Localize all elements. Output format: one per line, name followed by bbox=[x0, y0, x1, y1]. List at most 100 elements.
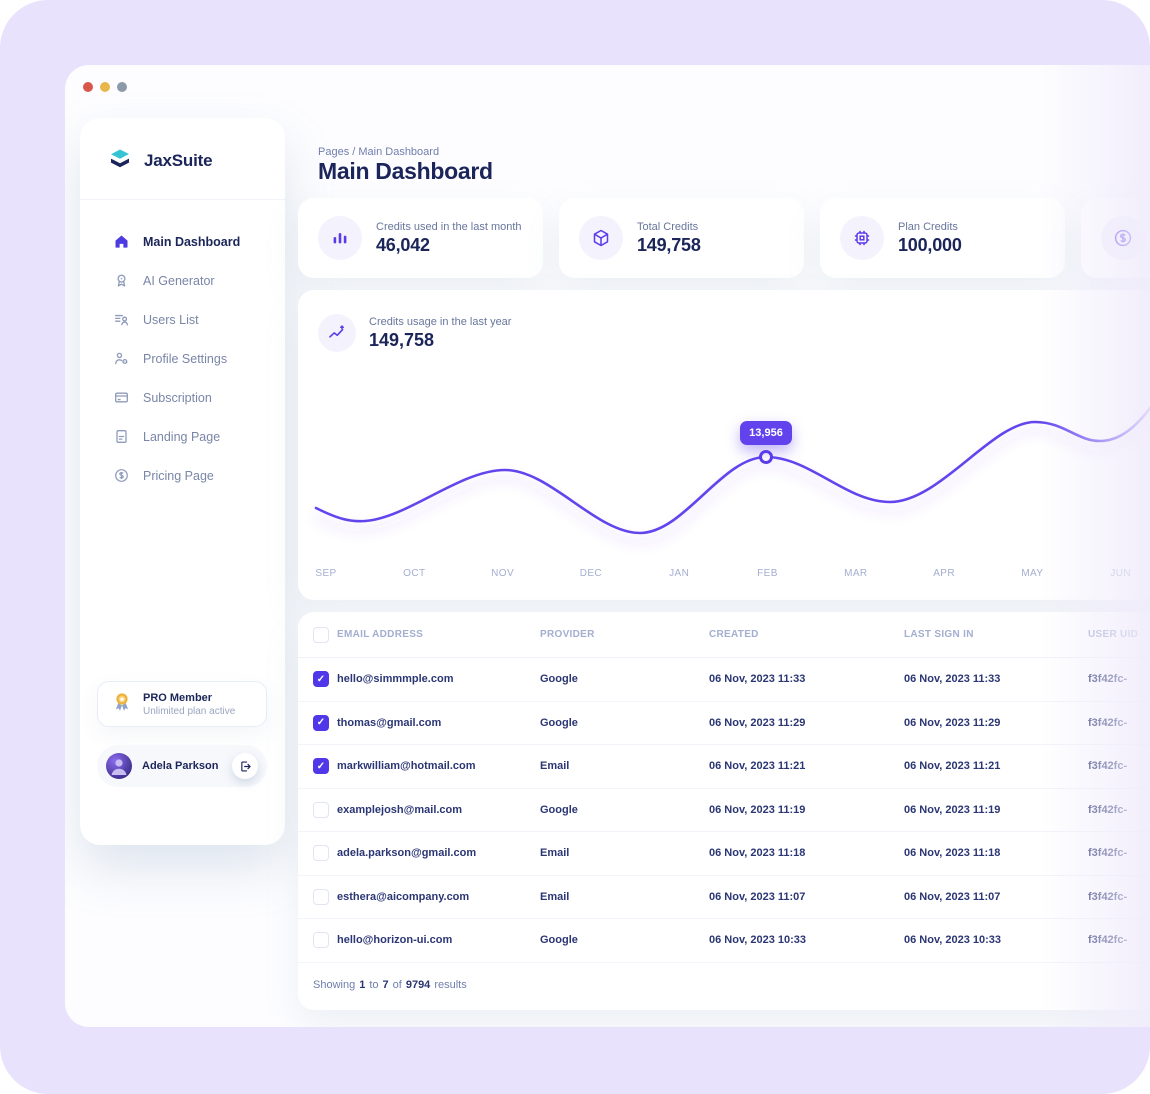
chart-total-value: 149,758 bbox=[369, 329, 435, 350]
chart-highlight-point bbox=[759, 450, 773, 464]
subscription-card-icon bbox=[113, 390, 129, 406]
cell-last-sign-in: 06 Nov, 2023 11:19 bbox=[904, 803, 1001, 816]
table-row[interactable]: markwilliam@hotmail.com Email 06 Nov, 20… bbox=[298, 745, 1150, 789]
trend-icon bbox=[318, 314, 356, 352]
sidebar-nav-item[interactable]: Pricing Page bbox=[80, 456, 285, 495]
dollar-circle-icon bbox=[1101, 216, 1145, 260]
month-tick-label: DEC bbox=[579, 568, 603, 579]
stat-label: Total Credits bbox=[637, 220, 699, 233]
column-header-email[interactable]: EMAIL ADDRESS bbox=[337, 629, 424, 640]
stat-value: 46,042 bbox=[376, 234, 430, 255]
bar-chart-icon bbox=[318, 216, 362, 260]
row-checkbox[interactable] bbox=[313, 932, 329, 949]
sidebar: JaxSuite Main Dashboard AI Generator bbox=[80, 118, 285, 845]
sidebar-nav-item[interactable]: Profile Settings bbox=[80, 339, 285, 378]
row-checkbox[interactable] bbox=[313, 845, 329, 862]
table-row[interactable]: thomas@gmail.com Google 06 Nov, 2023 11:… bbox=[298, 702, 1150, 745]
nav-item-label: Profile Settings bbox=[143, 351, 228, 366]
sidebar-nav-item[interactable]: Users List bbox=[80, 300, 285, 339]
line-chart[interactable] bbox=[298, 385, 1150, 580]
brand: JaxSuite bbox=[80, 118, 285, 200]
table-row[interactable]: adela.parkson@gmail.com Email 06 Nov, 20… bbox=[298, 832, 1150, 876]
month-tick-label: OCT bbox=[403, 568, 426, 579]
row-checkbox[interactable] bbox=[313, 714, 329, 731]
column-header-user-uid[interactable]: USER UID bbox=[1088, 629, 1139, 640]
chart-tooltip: 13,956 bbox=[740, 421, 792, 445]
cell-provider: Google bbox=[540, 934, 578, 947]
stat-label: Plan Credits bbox=[898, 220, 958, 233]
cell-email: hello@horizon-ui.com bbox=[337, 934, 453, 947]
chart-label: Credits usage in the last year bbox=[369, 315, 512, 328]
cell-provider: Email bbox=[540, 760, 570, 773]
cell-user-uid: f3f42fc- bbox=[1088, 673, 1128, 686]
cell-last-sign-in: 06 Nov, 2023 11:18 bbox=[904, 847, 1001, 860]
expand-button[interactable] bbox=[117, 82, 127, 92]
cell-last-sign-in: 06 Nov, 2023 11:07 bbox=[904, 890, 1001, 903]
table-row[interactable]: esthera@aicompany.com Email 06 Nov, 2023… bbox=[298, 876, 1150, 919]
sidebar-nav-item[interactable]: Landing Page bbox=[80, 417, 285, 456]
cell-provider: Google bbox=[540, 716, 578, 729]
breadcrumb: Pages / Main Dashboard bbox=[318, 146, 440, 158]
row-checkbox[interactable] bbox=[313, 888, 329, 905]
footer-from: 1 bbox=[359, 978, 366, 991]
stat-card: Total Credits 149,758 bbox=[559, 198, 804, 278]
cell-user-uid: f3f42fc- bbox=[1088, 716, 1128, 729]
table-body: hello@simmmple.com Google 06 Nov, 2023 1… bbox=[298, 658, 1150, 963]
table-row[interactable]: hello@simmmple.com Google 06 Nov, 2023 1… bbox=[298, 658, 1150, 702]
cell-provider: Email bbox=[540, 847, 570, 860]
landing-page-icon bbox=[113, 429, 129, 445]
cell-email: adela.parkson@gmail.com bbox=[337, 847, 477, 860]
row-checkbox[interactable] bbox=[313, 758, 329, 775]
nav-item-label: Pricing Page bbox=[143, 468, 214, 483]
stat-value: 100,000 bbox=[898, 234, 962, 255]
cell-created: 06 Nov, 2023 10:33 bbox=[709, 934, 807, 947]
cell-created: 06 Nov, 2023 11:18 bbox=[709, 847, 806, 860]
cell-provider: Email bbox=[540, 890, 570, 903]
sidebar-nav-item[interactable]: AI Generator bbox=[80, 261, 285, 300]
logout-button[interactable] bbox=[232, 753, 258, 779]
row-checkbox[interactable] bbox=[313, 671, 329, 688]
footer-total: 9794 bbox=[405, 978, 431, 991]
cell-created: 06 Nov, 2023 11:33 bbox=[709, 673, 806, 686]
cell-email: esthera@aicompany.com bbox=[337, 890, 470, 903]
cube-icon bbox=[579, 216, 623, 260]
cell-user-uid: f3f42fc- bbox=[1088, 847, 1128, 860]
brand-name: JaxSuite bbox=[144, 150, 213, 170]
cell-email: hello@simmmple.com bbox=[337, 673, 454, 686]
sidebar-nav-item[interactable]: Subscription bbox=[80, 378, 285, 417]
select-all-checkbox[interactable] bbox=[313, 626, 329, 643]
pricing-dollar-icon bbox=[113, 468, 129, 484]
stat-value: 149,758 bbox=[637, 234, 701, 255]
cell-email: examplejosh@mail.com bbox=[337, 803, 463, 816]
column-header-provider[interactable]: PROVIDER bbox=[540, 629, 595, 640]
month-tick-label: SEP bbox=[315, 568, 337, 579]
nav-menu: Main Dashboard AI Generator Users List bbox=[80, 200, 285, 495]
close-button[interactable] bbox=[83, 82, 93, 92]
cell-last-sign-in: 06 Nov, 2023 11:21 bbox=[904, 760, 1001, 773]
award-icon bbox=[113, 273, 129, 289]
footer-to: 7 bbox=[382, 978, 389, 991]
sidebar-nav-item[interactable]: Main Dashboard bbox=[80, 222, 285, 261]
cell-user-uid: f3f42fc- bbox=[1088, 890, 1128, 903]
nav-item-label: AI Generator bbox=[143, 273, 215, 288]
month-tick-label: FEB bbox=[757, 568, 778, 579]
footer-text: Showing bbox=[313, 978, 356, 991]
cell-email: thomas@gmail.com bbox=[337, 716, 442, 729]
column-header-created[interactable]: CREATED bbox=[709, 629, 759, 640]
row-checkbox[interactable] bbox=[313, 801, 329, 818]
users-table-card: EMAIL ADDRESS PROVIDER CREATED LAST SIGN… bbox=[298, 612, 1150, 1010]
table-row[interactable]: examplejosh@mail.com Google 06 Nov, 2023… bbox=[298, 789, 1150, 832]
home-icon bbox=[113, 234, 129, 250]
column-header-last-sign-in[interactable]: LAST SIGN IN bbox=[904, 629, 974, 640]
users-list-icon bbox=[113, 312, 129, 328]
chip-icon bbox=[840, 216, 884, 260]
table-header-row: EMAIL ADDRESS PROVIDER CREATED LAST SIGN… bbox=[298, 612, 1150, 658]
table-row[interactable]: hello@horizon-ui.com Google 06 Nov, 2023… bbox=[298, 919, 1150, 963]
minimize-button[interactable] bbox=[100, 82, 110, 92]
stat-label: Credits used in the last month bbox=[376, 220, 522, 233]
stat-card bbox=[1081, 198, 1150, 278]
month-tick-label: NOV bbox=[491, 568, 515, 579]
table-footer: Showing 1 to 7 of 9794 results bbox=[313, 978, 467, 991]
window-controls bbox=[83, 82, 127, 92]
user-card[interactable]: Adela Parkson bbox=[97, 745, 267, 787]
